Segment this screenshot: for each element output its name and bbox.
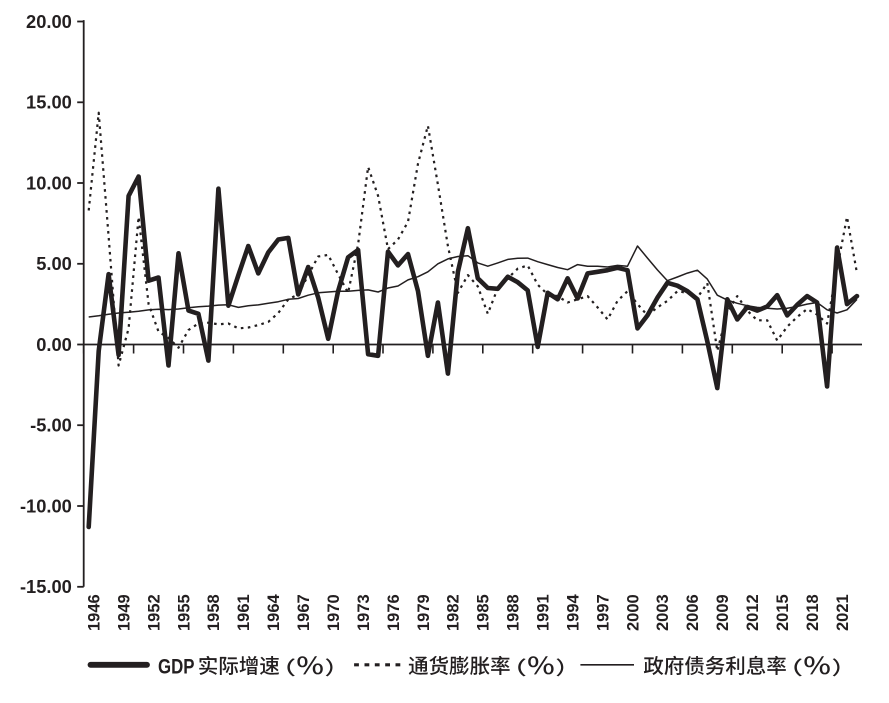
svg-text:2006: 2006 bbox=[684, 594, 702, 631]
svg-text:10.00: 10.00 bbox=[26, 172, 72, 193]
svg-text:0.00: 0.00 bbox=[36, 334, 72, 355]
svg-text:15.00: 15.00 bbox=[26, 92, 72, 113]
svg-text:-10.00: -10.00 bbox=[20, 495, 72, 516]
svg-text:1979: 1979 bbox=[415, 594, 433, 631]
svg-text:2018: 2018 bbox=[804, 594, 822, 631]
svg-text:1949: 1949 bbox=[115, 594, 133, 631]
svg-text:20.00: 20.00 bbox=[26, 11, 72, 32]
svg-text:5.00: 5.00 bbox=[36, 253, 72, 274]
svg-text:-5.00: -5.00 bbox=[30, 415, 72, 436]
svg-text:2003: 2003 bbox=[654, 594, 672, 631]
svg-text:2000: 2000 bbox=[624, 594, 642, 631]
svg-text:1967: 1967 bbox=[295, 594, 313, 631]
svg-text:1970: 1970 bbox=[325, 594, 343, 631]
svg-text:1958: 1958 bbox=[205, 594, 223, 631]
svg-text:1982: 1982 bbox=[445, 594, 463, 631]
svg-text:GDP: GDP bbox=[158, 655, 195, 678]
svg-text:-15.00: -15.00 bbox=[20, 576, 72, 597]
svg-text:1985: 1985 bbox=[475, 594, 493, 631]
svg-text:1976: 1976 bbox=[385, 594, 403, 631]
svg-text:1961: 1961 bbox=[235, 594, 253, 631]
svg-text:1991: 1991 bbox=[535, 594, 553, 631]
svg-text:2021: 2021 bbox=[834, 594, 852, 631]
svg-text:1964: 1964 bbox=[265, 593, 283, 631]
svg-text:2015: 2015 bbox=[774, 594, 792, 631]
svg-text:1994: 1994 bbox=[564, 593, 582, 631]
svg-text:1988: 1988 bbox=[505, 594, 523, 631]
svg-text:1997: 1997 bbox=[594, 594, 612, 631]
svg-text:1955: 1955 bbox=[175, 594, 193, 631]
svg-text:1973: 1973 bbox=[355, 594, 373, 631]
svg-text:1952: 1952 bbox=[145, 594, 163, 631]
svg-text:2009: 2009 bbox=[714, 594, 732, 631]
svg-text:1946: 1946 bbox=[86, 594, 104, 631]
svg-text:2012: 2012 bbox=[744, 594, 762, 631]
